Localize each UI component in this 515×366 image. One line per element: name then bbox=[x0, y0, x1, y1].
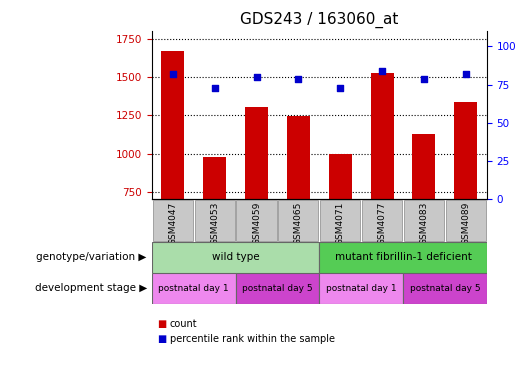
Text: GSM4059: GSM4059 bbox=[252, 202, 261, 245]
Bar bbox=[362, 200, 402, 241]
Text: genotype/variation ▶: genotype/variation ▶ bbox=[37, 252, 147, 262]
Bar bbox=[403, 273, 487, 304]
Bar bbox=[454, 101, 477, 307]
Bar bbox=[445, 200, 486, 241]
Text: GSM4077: GSM4077 bbox=[377, 202, 387, 245]
Bar bbox=[319, 273, 403, 304]
Bar bbox=[413, 134, 435, 307]
Point bbox=[169, 71, 177, 77]
Bar bbox=[153, 200, 193, 241]
Text: GSM4089: GSM4089 bbox=[461, 202, 470, 245]
Text: postnatal day 5: postnatal day 5 bbox=[409, 284, 480, 293]
Text: wild type: wild type bbox=[212, 252, 260, 262]
Bar bbox=[404, 200, 444, 241]
Title: GDS243 / 163060_at: GDS243 / 163060_at bbox=[240, 12, 399, 29]
Bar bbox=[320, 200, 360, 241]
Bar bbox=[278, 200, 318, 241]
Bar bbox=[236, 200, 277, 241]
Text: GSM4047: GSM4047 bbox=[168, 202, 177, 245]
Point bbox=[420, 76, 428, 82]
Bar bbox=[161, 51, 184, 307]
Text: postnatal day 1: postnatal day 1 bbox=[159, 284, 229, 293]
Bar bbox=[195, 200, 235, 241]
Bar bbox=[245, 107, 268, 307]
Text: mutant fibrillin-1 deficient: mutant fibrillin-1 deficient bbox=[335, 252, 471, 262]
Bar bbox=[319, 242, 487, 273]
Text: percentile rank within the sample: percentile rank within the sample bbox=[170, 333, 335, 344]
Text: postnatal day 5: postnatal day 5 bbox=[242, 284, 313, 293]
Text: development stage ▶: development stage ▶ bbox=[35, 283, 147, 293]
Bar bbox=[152, 242, 319, 273]
Point bbox=[294, 76, 302, 82]
Bar bbox=[152, 273, 235, 304]
Text: GSM4071: GSM4071 bbox=[336, 202, 345, 245]
Point bbox=[252, 74, 261, 80]
Bar bbox=[287, 116, 310, 307]
Bar bbox=[203, 157, 226, 307]
Point bbox=[461, 71, 470, 77]
Bar bbox=[329, 154, 352, 307]
Text: GSM4053: GSM4053 bbox=[210, 202, 219, 245]
Point bbox=[336, 85, 345, 91]
Bar bbox=[235, 273, 319, 304]
Text: ■: ■ bbox=[157, 319, 166, 329]
Text: postnatal day 1: postnatal day 1 bbox=[326, 284, 397, 293]
Text: count: count bbox=[170, 319, 198, 329]
Point bbox=[211, 85, 219, 91]
Bar bbox=[371, 73, 393, 307]
Point bbox=[378, 68, 386, 74]
Text: ■: ■ bbox=[157, 333, 166, 344]
Text: GSM4065: GSM4065 bbox=[294, 202, 303, 245]
Text: GSM4083: GSM4083 bbox=[419, 202, 428, 245]
